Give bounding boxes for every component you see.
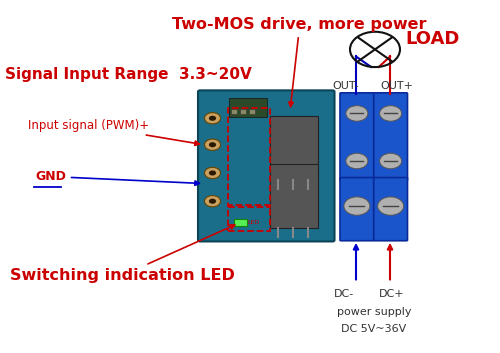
Text: LED: LED	[248, 220, 260, 225]
Circle shape	[344, 197, 370, 215]
FancyBboxPatch shape	[198, 90, 334, 241]
Bar	[231, 109, 237, 114]
FancyBboxPatch shape	[340, 93, 374, 181]
Text: power supply: power supply	[337, 307, 411, 317]
FancyBboxPatch shape	[374, 93, 408, 181]
Bar	[228, 108, 270, 207]
Text: OUT-: OUT-	[332, 82, 359, 91]
Bar	[270, 116, 318, 180]
Circle shape	[209, 142, 216, 147]
FancyBboxPatch shape	[374, 178, 408, 241]
Text: Switching indication LED: Switching indication LED	[10, 225, 235, 283]
Circle shape	[209, 170, 216, 175]
Bar	[240, 109, 246, 114]
Circle shape	[204, 196, 220, 207]
Circle shape	[204, 113, 220, 124]
Circle shape	[378, 197, 404, 215]
Circle shape	[380, 153, 402, 169]
Circle shape	[380, 106, 402, 121]
Text: DC+: DC+	[379, 289, 404, 299]
Text: Two-MOS drive, more power: Two-MOS drive, more power	[172, 17, 427, 107]
Bar	[249, 109, 255, 114]
Text: OUT+: OUT+	[380, 82, 413, 91]
Circle shape	[209, 199, 216, 204]
Circle shape	[204, 139, 220, 150]
Text: DC 5V~36V: DC 5V~36V	[342, 324, 406, 334]
Circle shape	[346, 153, 368, 169]
Text: LOAD: LOAD	[405, 30, 460, 48]
Text: GND: GND	[35, 170, 200, 185]
Text: DC-: DC-	[334, 289, 354, 299]
Bar	[234, 219, 246, 226]
Text: Signal Input Range  3.3~20V: Signal Input Range 3.3~20V	[5, 67, 252, 82]
Text: Input signal (PWM)+: Input signal (PWM)+	[28, 119, 200, 145]
Bar	[270, 164, 318, 228]
Circle shape	[346, 106, 368, 121]
Bar	[229, 98, 266, 117]
FancyBboxPatch shape	[340, 178, 374, 241]
Circle shape	[204, 167, 220, 179]
Circle shape	[209, 116, 216, 121]
Bar	[228, 205, 270, 231]
